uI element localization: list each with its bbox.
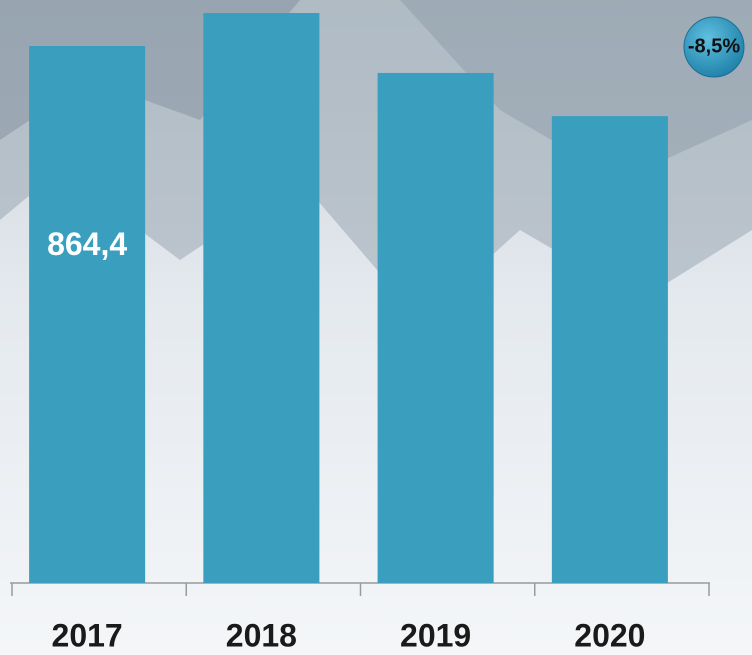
x-tick-label: 2020: [574, 617, 645, 653]
x-tick-label: 2019: [400, 617, 471, 653]
annotation-badge: [683, 16, 745, 78]
annotation: -8,5%: [688, 35, 740, 57]
bar: [377, 72, 494, 583]
x-tick-label: 2018: [226, 617, 297, 653]
bar: [551, 116, 668, 584]
bar: [29, 45, 146, 584]
bar: [203, 13, 320, 583]
value-label: 864,4: [47, 226, 127, 262]
x-tick-label: 2017: [52, 617, 123, 653]
